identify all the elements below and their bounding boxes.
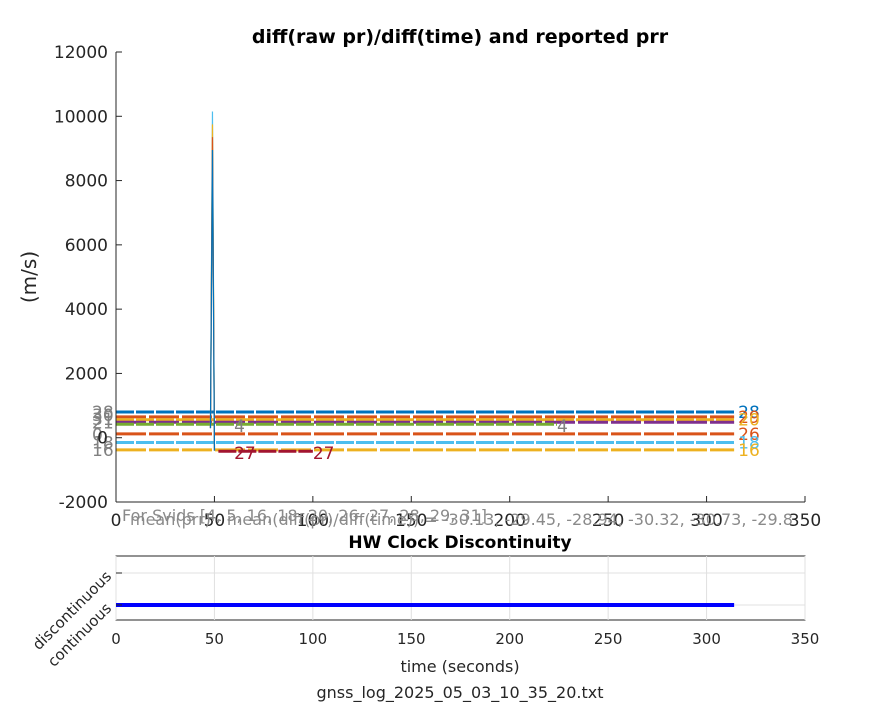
top-x-tick-label: 50 [204,511,226,531]
series-mid-label: 4 [234,417,245,437]
bottom-x-tick-label: 200 [495,630,524,648]
bottom-x-tick-label: 350 [791,630,820,648]
series-start-label: 18 [92,434,114,454]
top-y-tick-label: 0 [97,429,108,449]
top-y-tick-label: 12000 [54,43,108,63]
bottom-x-tick-label: 300 [692,630,721,648]
top-x-tick-label: 150 [395,511,427,531]
top-x-tick-label: 200 [493,511,525,531]
top-x-tick-label: 250 [592,511,624,531]
series-mid-label: 27 [234,444,256,464]
top-y-tick-label: 4000 [65,300,108,320]
top-plot-area [116,52,805,502]
bottom-x-tick-label: 250 [594,630,623,648]
bottom-x-tick-label: 150 [397,630,426,648]
top-x-tick-label: 350 [789,511,821,531]
bottom-x-axis-label: time (seconds) [400,657,519,676]
series-start-label: 28 [92,403,114,423]
mean-note: mean(prr) - mean(diff(pr)/diff(time)) = … [130,510,793,529]
top-x-tick-label: 100 [297,511,329,531]
spike-line [209,150,216,451]
top-x-tick-label: 0 [111,511,122,531]
series-start-label: 31 [92,410,114,430]
top-y-ticks: -2000 0 2000 4000 6000 8000 10000 12000 [54,43,122,513]
series-end-label: 18 [738,434,760,454]
series-mid-label: 27 [313,444,335,464]
top-chart-title: diff(raw pr)/diff(time) and reported prr [252,26,669,48]
series-start-label: 30 [92,406,114,426]
top-y-tick-label: 8000 [65,172,108,192]
bottom-chart-title: HW Clock Discontinuity [348,533,571,553]
bottom-x-ticks: 0 50 100 150 200 250 300 350 [111,630,819,648]
bottom-plot-area [115,555,806,621]
top-x-tick-label: 300 [690,511,722,531]
bottom-chart: 0 50 100 150 200 250 300 350 continuousdisconti… [29,533,820,703]
bottom-x-tick-label: 50 [205,630,224,648]
top-y-tick-label: 2000 [65,364,108,384]
top-y-axis-label: (m/s) [17,251,41,303]
top-x-ticks: 0 50 100 150 200 250 300 350 [111,496,821,531]
series-end-label: 26 [738,425,760,445]
bottom-x-tick-label: 100 [299,630,328,648]
series-start-label: 16 [92,441,114,461]
series-end-label: 20 [738,411,760,431]
series-end-label: 29 [738,408,760,428]
top-y-tick-label: 6000 [65,236,108,256]
bottom-x-tick-label: 0 [111,630,121,648]
file-name: gnss_log_2025_05_03_10_35_20.txt [317,683,604,703]
top-y-tick-label: 10000 [54,107,108,127]
svids-note: For Svids [4, 5, 16, 18, 20, 26, 27, 28,… [122,506,487,525]
top-y-tick-label: -2000 [59,493,108,513]
series-mid-label: 4 [557,417,568,437]
series-end-label: 16 [738,441,760,461]
series-start-label: 0 [92,426,103,446]
series-start-label: 21 [92,413,114,433]
series-end-label: 28 [738,403,760,423]
